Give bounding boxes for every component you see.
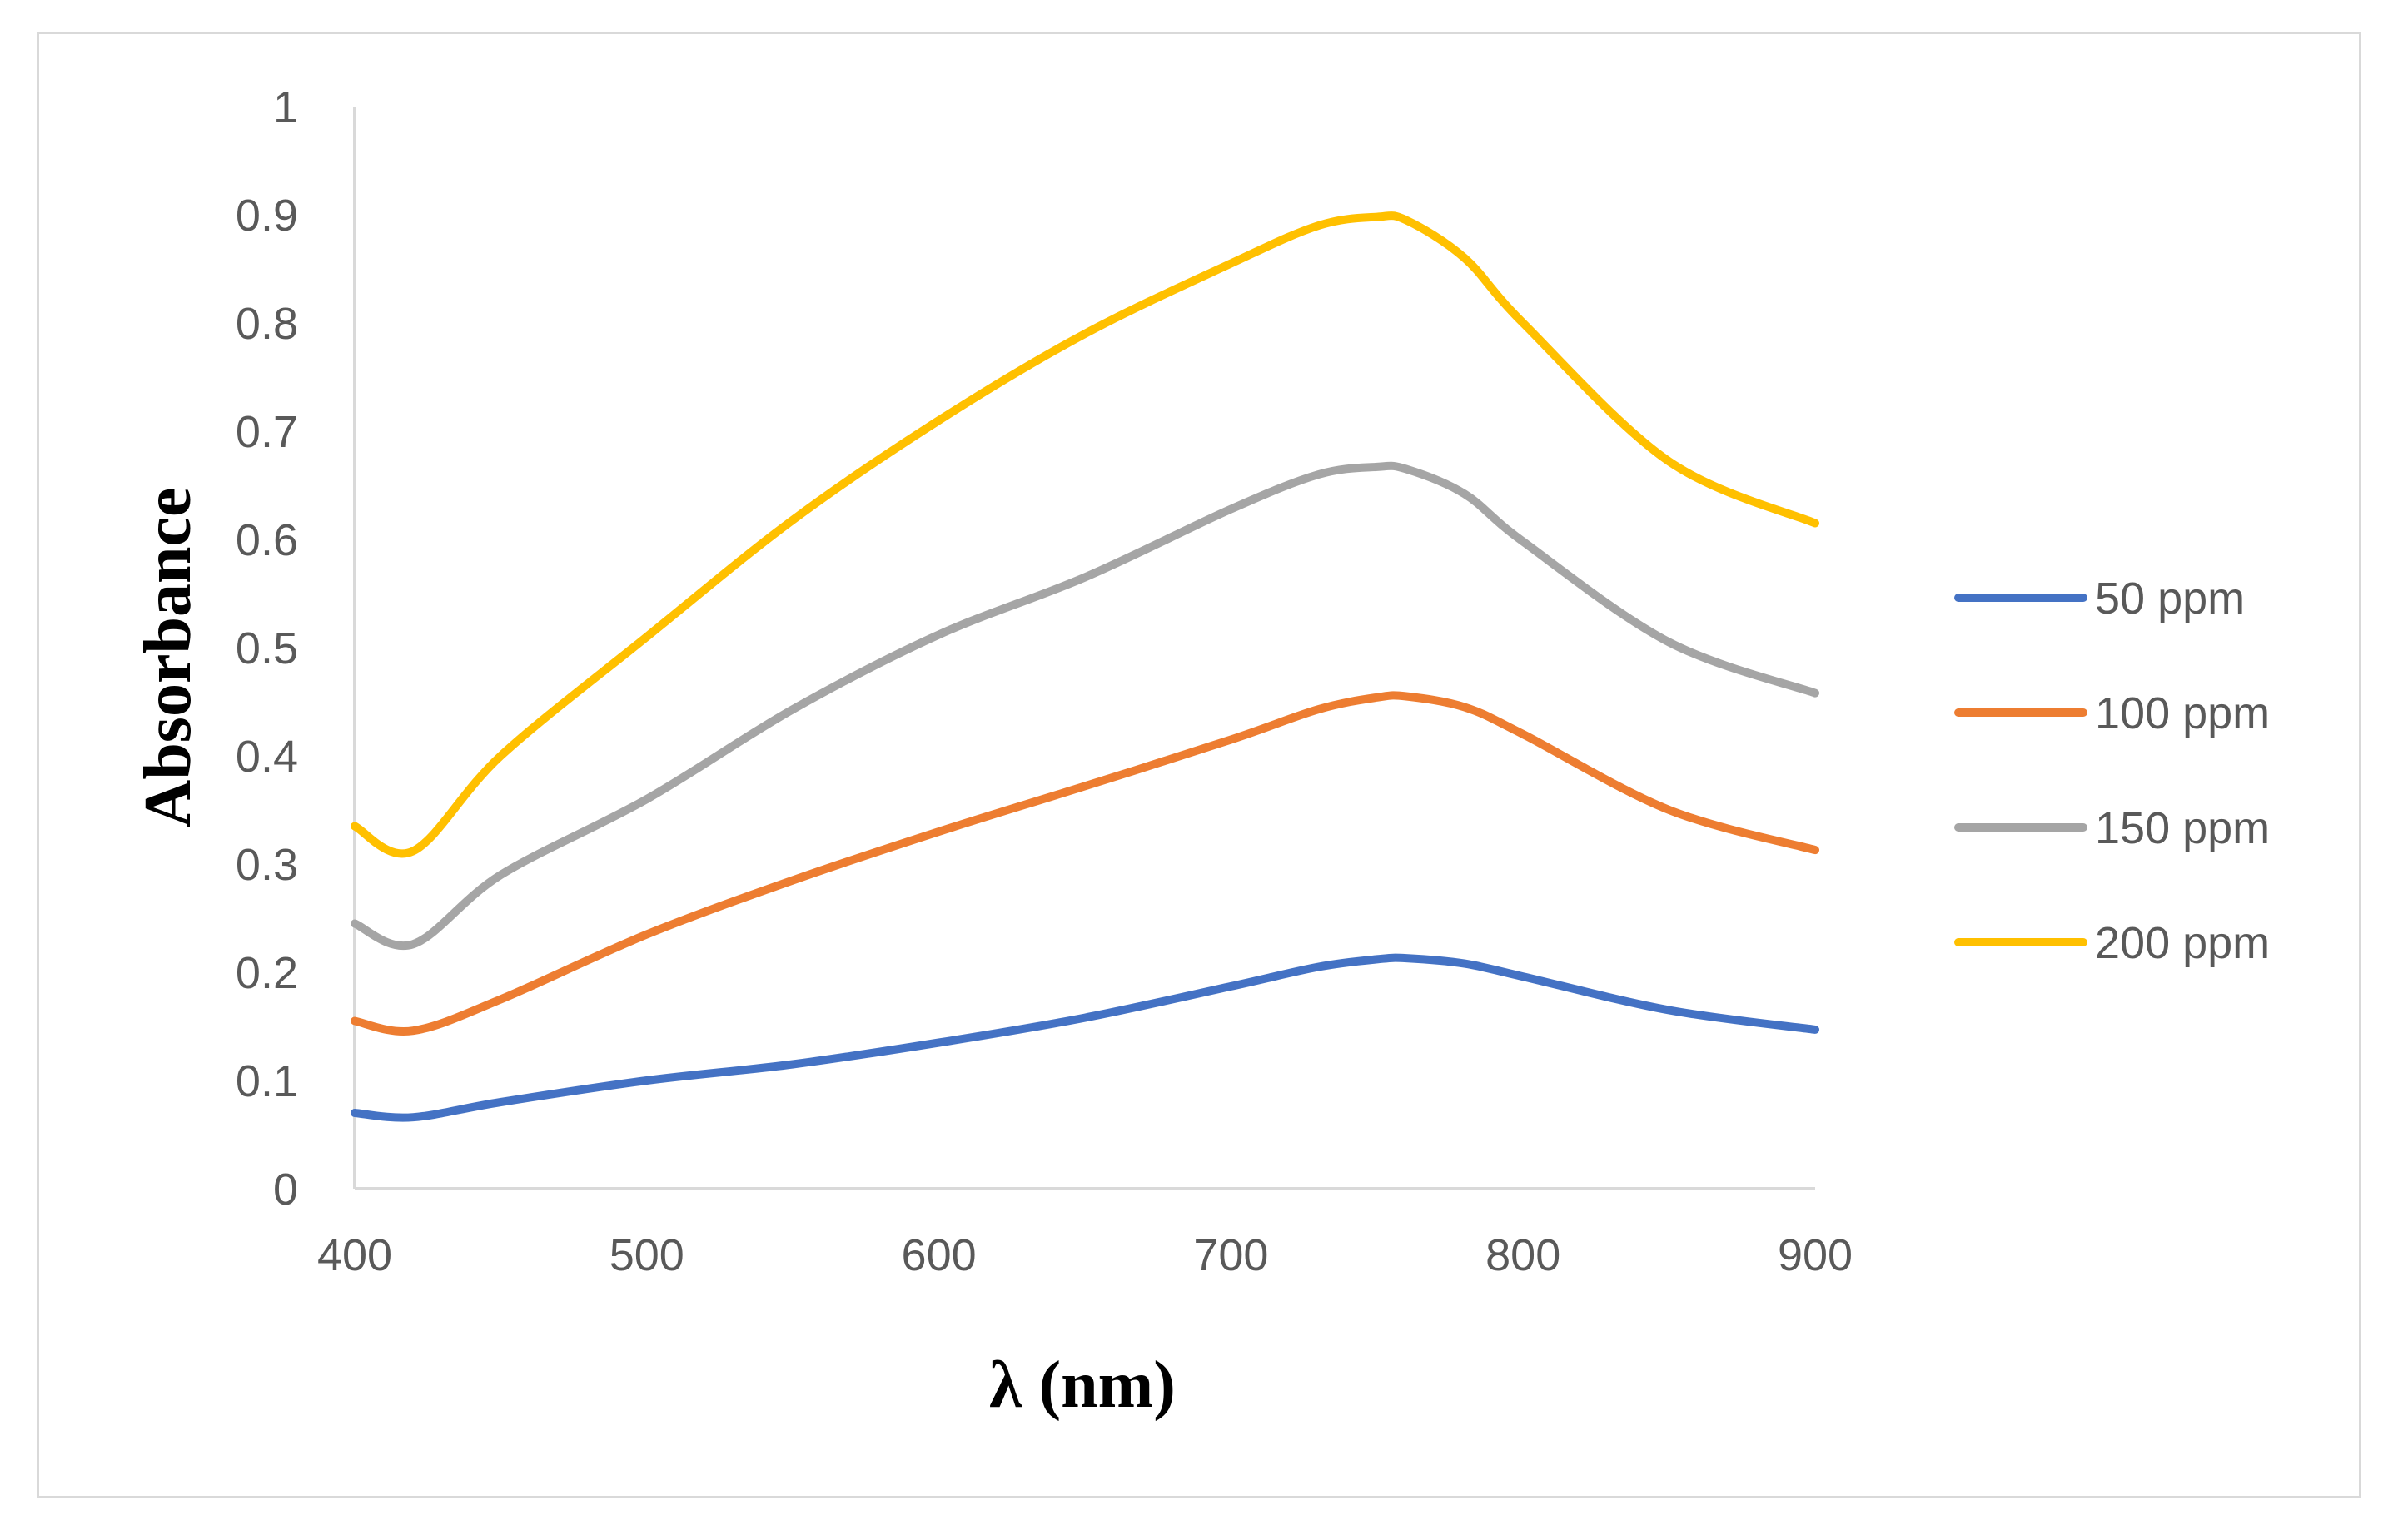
y-tick-label: 0.9 — [236, 191, 298, 241]
y-axis-title: Absorbance — [132, 488, 205, 828]
x-axis: 400 500 600 700 800 900 — [317, 1187, 1853, 1280]
legend-label: 100 ppm — [2095, 688, 2270, 738]
x-axis-title: λ (nm) — [989, 1349, 1176, 1422]
y-tick-label: 0.1 — [236, 1056, 298, 1106]
y-tick-label: 0.2 — [236, 948, 298, 998]
legend-label: 150 ppm — [2095, 803, 2270, 853]
y-tick-label: 0.7 — [236, 407, 298, 457]
y-tick-label: 0 — [273, 1165, 298, 1215]
y-tick-label: 1 — [273, 82, 298, 132]
y-axis: 0 0.1 0.2 0.3 0.4 0.5 0.6 0.7 0.8 0.9 1 — [236, 82, 356, 1215]
y-tick-label: 0.8 — [236, 299, 298, 349]
x-tick-label: 500 — [609, 1230, 684, 1280]
series-lines — [351, 211, 1819, 1122]
y-tick-label: 0.6 — [236, 515, 298, 565]
x-tick-label: 600 — [902, 1230, 977, 1280]
y-tick-label: 0.5 — [236, 623, 298, 673]
legend-label: 200 ppm — [2095, 918, 2270, 968]
x-tick-label: 900 — [1778, 1230, 1853, 1280]
series-line-100-ppm — [351, 691, 1819, 1036]
x-tick-label: 700 — [1193, 1230, 1268, 1280]
legend-label: 50 ppm — [2095, 574, 2245, 623]
y-tick-label: 0.4 — [236, 732, 298, 782]
series-line-150-ppm — [351, 461, 1819, 950]
legend: 50 ppm 100 ppm 150 ppm 200 ppm — [1954, 574, 2270, 968]
x-tick-label: 800 — [1485, 1230, 1560, 1280]
series-line-200-ppm — [351, 211, 1819, 858]
y-tick-label: 0.3 — [236, 840, 298, 890]
x-tick-label: 400 — [317, 1230, 392, 1280]
series-line-50-ppm — [351, 953, 1819, 1122]
